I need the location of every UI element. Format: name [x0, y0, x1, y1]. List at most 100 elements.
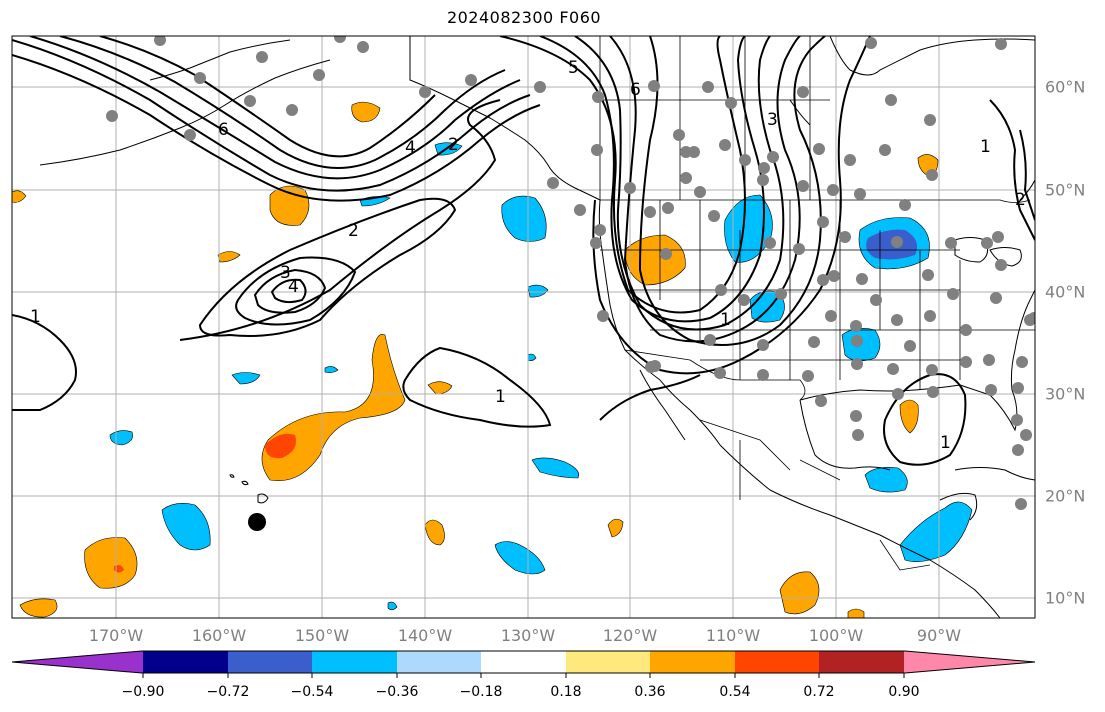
positive-anomaly-region	[607, 518, 624, 538]
contour-label: 2	[348, 221, 359, 241]
station-dot	[590, 237, 602, 249]
station-dot	[719, 139, 731, 151]
lon-label: 170°W	[88, 626, 144, 645]
lat-label: 50°N	[1045, 180, 1086, 200]
contour-label: 1	[980, 137, 991, 157]
contour-label: 1	[30, 307, 41, 327]
station-dot	[899, 199, 911, 211]
colorbar-tick-label: 0.90	[888, 684, 920, 700]
negative-anomaly-region	[161, 503, 211, 551]
negative-anomaly-region	[324, 366, 339, 373]
station-dot	[992, 231, 1004, 243]
station-dot	[865, 37, 877, 49]
map-title: 2024082300 F060	[446, 8, 602, 27]
station-dot	[802, 370, 814, 382]
station-dot	[534, 81, 546, 93]
station-dot	[644, 206, 656, 218]
station-dot	[673, 129, 685, 141]
contour-line	[59, 36, 506, 169]
station-dot	[767, 151, 779, 163]
station-dot	[592, 91, 604, 103]
station-dot	[594, 224, 606, 236]
station-dot	[757, 339, 769, 351]
station-dot	[808, 336, 820, 348]
station-dot	[891, 314, 903, 326]
station-dot	[334, 36, 346, 43]
contour-label: 1	[940, 433, 951, 453]
colorbar-tick-label: −0.54	[290, 684, 334, 700]
positive-anomaly-region	[624, 234, 686, 286]
station-dot	[313, 69, 325, 81]
station-dot	[649, 360, 661, 372]
contour-line	[179, 99, 501, 341]
lat-label: 20°N	[1045, 486, 1086, 506]
station-dot	[926, 364, 938, 376]
positive-anomaly-region	[779, 571, 820, 615]
contour-line	[99, 36, 436, 158]
contour-line	[402, 346, 552, 428]
contour-label: 1	[495, 387, 506, 407]
contour-line	[12, 54, 541, 202]
contour-label: 5	[568, 58, 579, 78]
station-dot	[547, 177, 559, 189]
station-dot	[688, 146, 700, 158]
contour-line	[499, 36, 746, 314]
station-dot	[945, 237, 957, 249]
station-dot	[851, 335, 863, 347]
negative-anomaly-region	[387, 601, 398, 611]
station-dot	[1015, 498, 1027, 510]
station-dot	[597, 310, 609, 322]
negative-anomaly-region	[899, 501, 973, 562]
contour-line	[989, 99, 1035, 241]
station-dot	[702, 81, 714, 93]
station-dot	[694, 186, 706, 198]
station-dot	[922, 269, 934, 281]
positive-anomaly-region	[261, 334, 406, 482]
positive-anomaly-region	[847, 608, 865, 618]
negative-anomaly-region	[864, 467, 908, 493]
contour-line	[609, 36, 801, 343]
contour-line	[539, 36, 765, 323]
lat-label: 10°N	[1045, 588, 1086, 608]
negative-anomaly-region	[231, 372, 261, 385]
contour-labels: 1 2 3 4 5 6 1 2 1 1 3 4 2 1 6	[30, 58, 1026, 453]
station-dot	[1012, 382, 1024, 394]
station-dot	[357, 41, 369, 53]
negative-anomaly-region	[724, 194, 773, 263]
station-dot	[797, 180, 809, 192]
station-dot	[1016, 356, 1028, 368]
station-dot	[960, 356, 972, 368]
station-dot	[850, 320, 862, 332]
station-dot	[739, 154, 751, 166]
contour-label: 2	[448, 135, 459, 155]
contour-line	[883, 373, 967, 466]
lat-label: 30°N	[1045, 384, 1086, 404]
positive-anomaly-region	[19, 598, 58, 618]
colorbar-tick-label: −0.90	[121, 684, 165, 700]
station-dot	[844, 154, 856, 166]
lon-label: 140°W	[397, 626, 453, 645]
negative-anomaly-region	[531, 457, 579, 479]
station-dot	[757, 174, 769, 186]
colorbar-tick-label: 0.36	[634, 684, 666, 700]
positive-anomaly-region	[217, 251, 241, 263]
station-dot	[1020, 429, 1032, 441]
lat-label: 60°N	[1045, 77, 1086, 97]
negative-anomaly-region	[109, 430, 133, 446]
contour-line	[235, 256, 357, 326]
station-dot	[927, 386, 939, 398]
station-dot	[106, 110, 118, 122]
station-dot	[1028, 312, 1035, 324]
colorbar-tick-label: 0.54	[719, 684, 751, 700]
contour-line	[638, 36, 826, 346]
station-dot	[839, 231, 851, 243]
negative-anomaly-region	[527, 353, 537, 361]
station-dot	[244, 95, 256, 107]
colorbar-tick-label: −0.72	[206, 684, 250, 700]
station-dot	[648, 80, 660, 92]
station-dot	[995, 259, 1007, 271]
station-dot	[1011, 414, 1023, 426]
station-dot	[981, 237, 993, 249]
station-dot	[850, 410, 862, 422]
